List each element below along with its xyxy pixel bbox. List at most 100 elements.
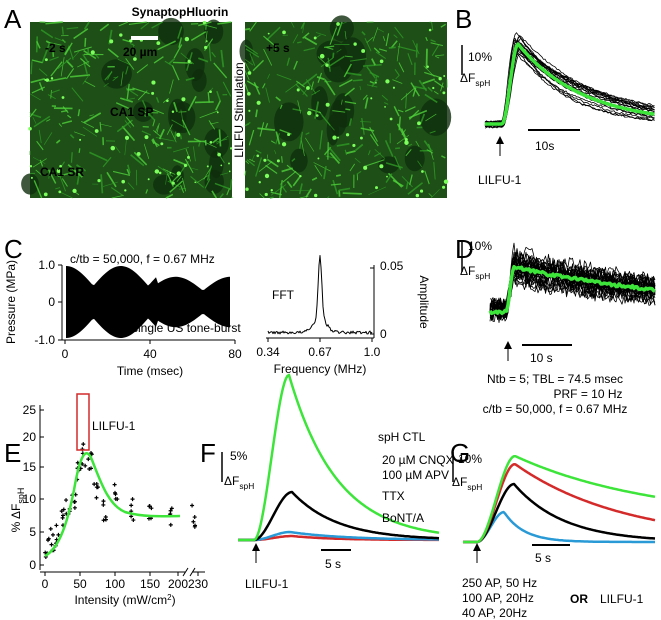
neurite bbox=[418, 79, 428, 92]
neurite bbox=[346, 72, 362, 77]
neurite bbox=[107, 70, 113, 80]
neurite bbox=[429, 130, 436, 134]
neurite bbox=[133, 151, 148, 166]
neurite bbox=[430, 21, 434, 31]
label: 50 bbox=[73, 577, 87, 591]
panel-label: A bbox=[4, 4, 22, 34]
label: -2 s bbox=[45, 41, 66, 55]
puncta bbox=[44, 78, 47, 81]
label: LILFU-1 bbox=[245, 577, 289, 591]
neurite bbox=[365, 159, 385, 167]
neurite bbox=[305, 188, 312, 198]
neurite bbox=[58, 123, 63, 127]
neurite bbox=[431, 44, 440, 56]
neurite bbox=[324, 45, 335, 48]
neurite bbox=[32, 158, 47, 168]
neurite bbox=[211, 190, 218, 199]
puncta bbox=[166, 99, 169, 102]
puncta bbox=[432, 86, 435, 90]
neurite bbox=[100, 174, 104, 194]
point bbox=[101, 502, 106, 507]
puncta bbox=[389, 117, 393, 121]
neurite bbox=[185, 148, 192, 162]
neurite bbox=[190, 167, 199, 171]
neurite bbox=[81, 120, 95, 129]
neurite bbox=[405, 149, 412, 157]
puncta bbox=[94, 129, 99, 133]
puncta bbox=[181, 97, 186, 102]
neurite bbox=[207, 92, 210, 103]
puncta bbox=[154, 170, 157, 173]
label: 80 bbox=[228, 347, 242, 361]
neurite bbox=[394, 155, 402, 171]
label: 5 s bbox=[325, 557, 341, 571]
neurite bbox=[38, 68, 48, 77]
puncta bbox=[379, 164, 384, 169]
cell bbox=[326, 114, 339, 146]
neurite bbox=[187, 95, 197, 112]
puncta bbox=[353, 42, 357, 46]
neurite bbox=[269, 196, 274, 199]
neurite bbox=[47, 94, 56, 100]
arrow bbox=[496, 136, 504, 144]
neurite bbox=[151, 21, 163, 29]
puncta bbox=[217, 152, 221, 157]
label: PRF = 10 Hz bbox=[553, 387, 622, 401]
neurite bbox=[58, 191, 73, 199]
point bbox=[46, 536, 51, 541]
neurite bbox=[263, 48, 273, 66]
label: BoNT/A bbox=[382, 511, 424, 525]
neurite bbox=[214, 182, 231, 190]
neurite bbox=[326, 46, 334, 50]
neurite bbox=[302, 22, 305, 34]
puncta bbox=[133, 57, 137, 61]
neurite bbox=[430, 39, 436, 43]
mean-trace bbox=[488, 264, 656, 316]
puncta bbox=[287, 133, 291, 137]
point bbox=[168, 522, 173, 527]
puncta bbox=[28, 126, 32, 131]
neurite bbox=[132, 43, 137, 57]
neurite bbox=[428, 193, 433, 198]
neurite bbox=[253, 82, 261, 95]
neurite bbox=[174, 131, 177, 140]
neurite bbox=[157, 40, 176, 51]
puncta bbox=[385, 79, 390, 84]
neurite bbox=[415, 140, 420, 147]
neurite bbox=[425, 113, 437, 122]
neurite bbox=[127, 164, 131, 174]
point bbox=[89, 451, 94, 456]
puncta bbox=[248, 109, 251, 112]
neurite bbox=[89, 114, 94, 117]
puncta bbox=[363, 165, 368, 170]
puncta bbox=[158, 171, 162, 175]
neurite bbox=[61, 26, 64, 35]
neurite bbox=[145, 109, 156, 122]
neurite bbox=[157, 165, 174, 177]
puncta bbox=[296, 88, 300, 92]
neurite bbox=[329, 152, 341, 165]
neurite bbox=[102, 181, 118, 187]
label: OR bbox=[570, 592, 588, 606]
neurite bbox=[49, 56, 59, 62]
neurite bbox=[130, 154, 145, 167]
neurite bbox=[321, 115, 335, 131]
point bbox=[64, 498, 69, 503]
neurite bbox=[313, 162, 331, 172]
puncta bbox=[359, 136, 363, 140]
neurite bbox=[369, 134, 379, 147]
point bbox=[131, 518, 136, 523]
point bbox=[56, 532, 61, 537]
neurite bbox=[369, 127, 378, 142]
neurite bbox=[156, 123, 160, 133]
label: 25 bbox=[23, 403, 37, 417]
highlight-box bbox=[76, 393, 90, 451]
point bbox=[61, 507, 66, 512]
subscript: spH bbox=[475, 78, 490, 88]
label: Ntb = 5; TBL = 74.5 msec bbox=[487, 372, 623, 386]
neurite bbox=[110, 187, 124, 196]
neurite bbox=[115, 146, 121, 154]
puncta bbox=[184, 36, 190, 42]
neurite bbox=[255, 109, 258, 118]
neurite bbox=[433, 90, 439, 95]
